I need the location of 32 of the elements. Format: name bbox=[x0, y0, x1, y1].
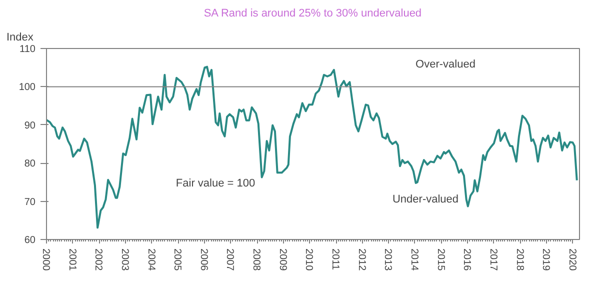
annotation: Over-valued bbox=[416, 58, 476, 70]
x-tick-label: 2008 bbox=[250, 248, 262, 272]
y-tick-label: 110 bbox=[20, 44, 36, 55]
x-tick-label: 2014 bbox=[408, 248, 420, 272]
x-tick-label: 2016 bbox=[461, 248, 472, 272]
y-tick-label: 90 bbox=[24, 120, 36, 132]
x-tick-label: 2001 bbox=[66, 248, 78, 272]
y-tick-label: 70 bbox=[24, 196, 36, 208]
x-tick-label: 2015 bbox=[434, 248, 446, 272]
x-tick-label: 2007 bbox=[224, 248, 236, 272]
y-tick-label: 60 bbox=[24, 235, 36, 246]
x-tick-label: 2012 bbox=[356, 248, 367, 272]
x-tick-label: 2017 bbox=[487, 248, 498, 272]
x-tick-label: 2006 bbox=[198, 248, 209, 272]
x-tick-label: 2003 bbox=[118, 248, 130, 272]
x-tick-label: 2004 bbox=[145, 248, 156, 272]
y-axis-title: Index bbox=[6, 32, 34, 44]
x-tick-label: 2005 bbox=[172, 248, 183, 272]
x-tick-label: 2018 bbox=[514, 248, 525, 272]
x-tick-label: 2002 bbox=[92, 248, 104, 272]
x-tick-label: 2000 bbox=[40, 248, 51, 272]
x-tick-label: 2020 bbox=[566, 248, 578, 272]
chart-title: SA Rand is around 25% to 30% undervalued bbox=[204, 8, 422, 20]
x-tick-label: 2009 bbox=[276, 248, 288, 272]
annotation: Under-valued bbox=[392, 194, 459, 206]
y-tick-label: 80 bbox=[24, 158, 36, 170]
annotation: Fair value = 100 bbox=[176, 178, 256, 190]
y-tick-label: 100 bbox=[18, 82, 36, 94]
x-tick-label: 2019 bbox=[540, 248, 552, 272]
x-tick-label: 2011 bbox=[330, 248, 341, 270]
x-tick-label: 2013 bbox=[382, 248, 394, 272]
x-tick-label: 2010 bbox=[303, 248, 314, 272]
